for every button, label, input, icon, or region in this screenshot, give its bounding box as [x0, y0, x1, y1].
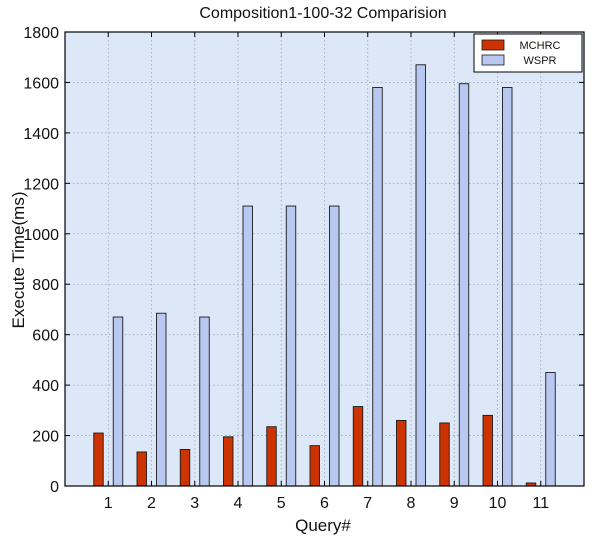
bar-wspr — [502, 87, 513, 487]
y-tick-label: 1600 — [23, 75, 59, 92]
y-tick-label: 1400 — [23, 126, 59, 143]
x-tick-label: 9 — [450, 495, 459, 512]
bar-mchrc — [136, 451, 147, 487]
legend: MCHRC WSPR — [473, 33, 583, 73]
bar-mchrc — [482, 414, 493, 487]
chart-title: Composition1-100-32 Comparision — [199, 5, 446, 22]
bar-wspr — [242, 205, 253, 487]
y-tick-label: 0 — [50, 479, 59, 496]
x-tick-label: 6 — [320, 495, 329, 512]
y-tick-label: 200 — [32, 429, 59, 446]
y-tick-label: 1000 — [23, 227, 59, 244]
x-tick-label: 1 — [104, 495, 113, 512]
x-tick-label: 7 — [363, 495, 372, 512]
legend-label: WSPR — [524, 55, 557, 67]
x-tick-label: 5 — [277, 495, 286, 512]
legend-swatch — [481, 39, 505, 51]
bar-wspr — [458, 83, 470, 487]
legend-swatch — [481, 54, 505, 66]
x-axis-label: Query# — [295, 516, 351, 535]
y-tick-label: 800 — [32, 277, 59, 294]
x-tick-label: 3 — [190, 495, 199, 512]
bar-wspr — [372, 87, 383, 487]
bar-wspr — [329, 205, 340, 487]
y-tick-label: 1200 — [23, 176, 59, 193]
x-tick-label: 2 — [147, 495, 156, 512]
bar-wspr — [199, 316, 210, 487]
y-tick-label: 400 — [32, 378, 59, 395]
bar-wspr — [156, 312, 167, 487]
x-tick-label: 4 — [234, 495, 243, 512]
x-tick-label: 8 — [407, 495, 416, 512]
plot-area: 0 200 400 600 800 1000 1200 1400 1600 1800 1 2 3 4 5 6 7… — [23, 25, 585, 512]
y-tick-label: 600 — [32, 328, 59, 345]
bar-wspr — [285, 205, 297, 487]
bar-mchrc — [352, 406, 364, 487]
bar-mchrc — [266, 426, 277, 487]
bar-mchrc — [309, 445, 320, 487]
y-tick-label: 1800 — [23, 25, 59, 42]
bar-wspr — [415, 64, 426, 487]
plot-background — [65, 32, 584, 486]
bar-mchrc — [223, 436, 234, 487]
bar-mchrc — [439, 422, 450, 487]
x-tick-label: 10 — [489, 495, 507, 512]
y-axis-label: Execute Time(ms) — [9, 192, 28, 329]
bar-wspr — [112, 316, 124, 487]
x-tick-label: 11 — [532, 495, 549, 512]
bar-mchrc — [179, 448, 191, 487]
bar-wspr — [545, 372, 556, 487]
plot-frame — [64, 31, 585, 487]
bar-mchrc — [396, 419, 407, 487]
bar-mchrc — [93, 432, 104, 487]
legend-label: MCHRC — [520, 40, 561, 52]
